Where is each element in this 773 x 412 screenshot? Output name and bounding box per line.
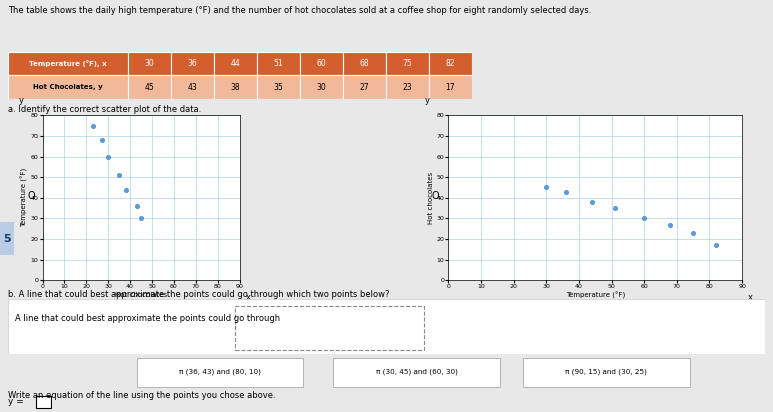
Text: 35: 35 — [274, 82, 284, 91]
Text: π (90, 15) and (30, 25): π (90, 15) and (30, 25) — [565, 369, 647, 375]
Bar — [428, 75, 472, 99]
Text: 38: 38 — [231, 82, 240, 91]
Bar — [8, 52, 128, 75]
Text: a. Identify the correct scatter plot of the data.: a. Identify the correct scatter plot of … — [8, 105, 201, 114]
Point — [638, 215, 650, 222]
Bar — [257, 75, 300, 99]
Text: 51: 51 — [274, 59, 283, 68]
Bar — [300, 52, 343, 75]
Text: 75: 75 — [402, 59, 412, 68]
Point — [664, 221, 676, 228]
Text: y =: y = — [8, 397, 23, 406]
Bar — [300, 75, 343, 99]
Bar — [523, 358, 690, 386]
Bar — [343, 75, 386, 99]
Text: x: x — [748, 293, 753, 302]
Bar — [343, 52, 386, 75]
Y-axis label: Hot chocolates: Hot chocolates — [427, 172, 434, 224]
Text: O: O — [28, 191, 36, 201]
Point — [96, 137, 108, 143]
Bar — [128, 52, 172, 75]
Point — [560, 188, 572, 195]
Text: 60: 60 — [316, 59, 326, 68]
Text: 43: 43 — [188, 82, 198, 91]
Point — [113, 172, 125, 178]
Point — [586, 199, 598, 205]
Text: 82: 82 — [445, 59, 455, 68]
Bar — [428, 52, 472, 75]
Bar — [386, 52, 428, 75]
X-axis label: Hot chocolates: Hot chocolates — [115, 292, 167, 298]
Text: 5: 5 — [3, 234, 11, 244]
Bar — [214, 52, 257, 75]
Text: Temperature (°F), x: Temperature (°F), x — [29, 60, 107, 67]
Text: O: O — [431, 191, 439, 201]
Point — [687, 229, 700, 236]
Y-axis label: Temperature (°F): Temperature (°F) — [20, 168, 28, 227]
Text: Hot Chocolates, y: Hot Chocolates, y — [33, 84, 103, 90]
Text: 68: 68 — [359, 59, 369, 68]
Point — [608, 205, 621, 211]
Text: 23: 23 — [403, 82, 412, 91]
Bar — [8, 75, 128, 99]
Point — [120, 186, 132, 193]
Bar — [214, 75, 257, 99]
Text: A line that could best approximate the points could go through: A line that could best approximate the p… — [15, 314, 281, 323]
Bar — [333, 358, 500, 386]
Text: The table shows the daily high temperature (°F) and the number of hot chocolates: The table shows the daily high temperatu… — [8, 6, 591, 15]
FancyBboxPatch shape — [235, 307, 424, 350]
Point — [710, 242, 722, 248]
Text: 45: 45 — [145, 82, 155, 91]
Bar — [172, 75, 214, 99]
Point — [87, 122, 99, 129]
Text: 27: 27 — [359, 82, 369, 91]
Bar — [172, 52, 214, 75]
Text: y: y — [19, 96, 24, 105]
Point — [540, 184, 553, 191]
Point — [102, 153, 114, 160]
Bar — [36, 396, 51, 408]
X-axis label: Temperature (°F): Temperature (°F) — [566, 292, 625, 300]
Text: 30: 30 — [316, 82, 326, 91]
Text: 44: 44 — [230, 59, 240, 68]
Text: Write an equation of the line using the points you chose above.: Write an equation of the line using the … — [8, 391, 275, 400]
Bar — [128, 75, 172, 99]
Point — [73, 108, 86, 115]
Bar — [386, 75, 428, 99]
Text: 17: 17 — [445, 82, 455, 91]
Text: π (30, 45) and (60, 30): π (30, 45) and (60, 30) — [376, 369, 458, 375]
Text: y: y — [425, 96, 430, 105]
Text: 36: 36 — [188, 59, 198, 68]
Bar — [257, 52, 300, 75]
Text: x: x — [246, 293, 250, 302]
Point — [131, 203, 143, 209]
Bar — [137, 358, 303, 386]
Text: 30: 30 — [145, 59, 155, 68]
Text: π (36, 43) and (80, 10): π (36, 43) and (80, 10) — [179, 369, 261, 375]
Text: b. A line that could best approximate the points could go through which two poin: b. A line that could best approximate th… — [8, 290, 390, 300]
Point — [135, 215, 147, 222]
